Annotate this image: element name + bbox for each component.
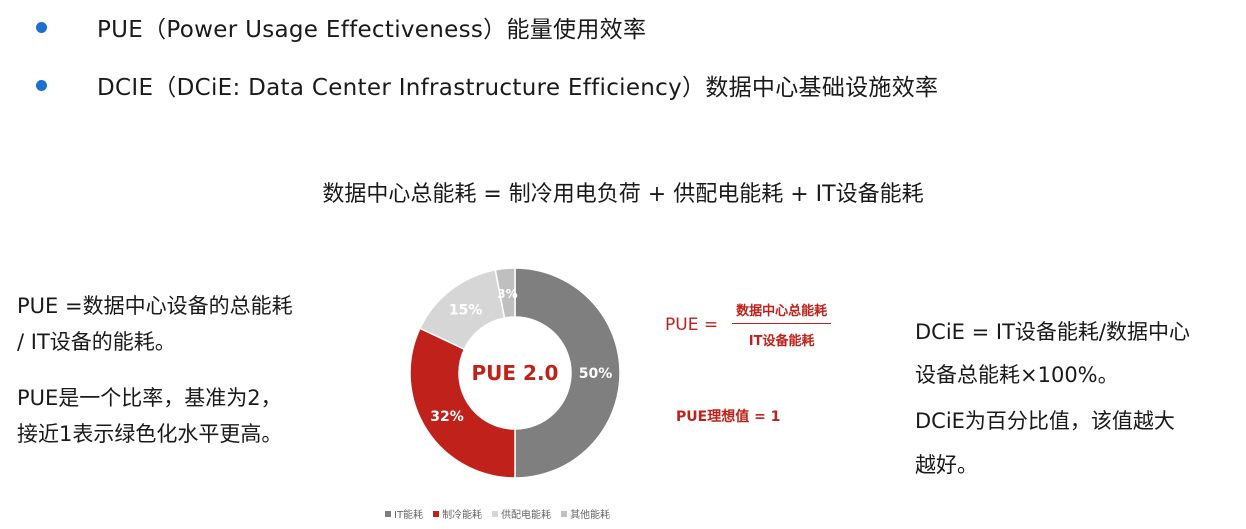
legend-label: 供配电能耗 bbox=[501, 510, 552, 521]
donut-data-label-0: 50% bbox=[579, 366, 613, 382]
dcie-definition-line-1: DCiE = IT设备能耗/数据中心 bbox=[915, 320, 1190, 344]
donut-svg: 50% 32% 15% 3% PUE 2.0 bbox=[409, 267, 621, 479]
legend-label: IT能耗 bbox=[394, 510, 424, 521]
legend-item: IT能耗 bbox=[385, 506, 423, 521]
pue-definition-line-2: / IT设备的能耗。 bbox=[17, 330, 176, 354]
total-energy-formula: 数据中心总能耗 = 制冷用电负荷 + 供配电能耗 + IT设备能耗 bbox=[0, 176, 1246, 208]
legend-swatch bbox=[433, 510, 440, 517]
legend-item: 供配电能耗 bbox=[492, 506, 551, 521]
pue-denominator: IT设备能耗 bbox=[748, 334, 815, 349]
bullet-pue-text: PUE（Power Usage Effectiveness）能量使用效率 bbox=[97, 17, 647, 43]
pue-numerator: 数据中心总能耗 bbox=[732, 300, 832, 324]
pue-definition-line-4: 接近1表示绿色化水平更高。 bbox=[17, 422, 283, 446]
pue-definition-line-3: PUE是一个比率，基准为2， bbox=[17, 386, 282, 410]
donut-data-label-1: 32% bbox=[430, 409, 464, 425]
donut-center-label: PUE 2.0 bbox=[472, 361, 559, 385]
bullet-dot-icon bbox=[36, 79, 47, 91]
bullet-dot-icon bbox=[36, 21, 47, 33]
donut-slice-3 bbox=[494, 267, 516, 319]
donut-data-label-3: 3% bbox=[497, 287, 517, 301]
bullet-pue: PUE（Power Usage Effectiveness）能量使用效率 bbox=[36, 10, 646, 44]
pue-formula-prefix: PUE = bbox=[665, 314, 719, 335]
legend-label: 其他能耗 bbox=[570, 510, 611, 521]
legend-item: 其他能耗 bbox=[561, 506, 610, 521]
legend-swatch bbox=[385, 510, 391, 517]
legend-label: 制冷能耗 bbox=[442, 510, 483, 521]
legend-item: 制冷能耗 bbox=[433, 506, 482, 521]
pue-fraction-formula: PUE = 数据中心总能耗 IT设备能耗 bbox=[665, 300, 832, 349]
donut-slice-1 bbox=[409, 327, 516, 479]
dcie-definition-line-3: DCiE为百分比值，该值越大 bbox=[915, 409, 1175, 433]
donut-slice-0 bbox=[514, 267, 621, 479]
chart-legend: IT能耗 制冷能耗 供配电能耗 其他能耗 bbox=[385, 506, 610, 521]
pue-ideal-value: PUE理想值 = 1 bbox=[676, 409, 781, 425]
pue-fraction: 数据中心总能耗 IT设备能耗 bbox=[732, 300, 832, 349]
donut-data-label-2: 15% bbox=[449, 302, 483, 318]
legend-swatch bbox=[492, 510, 499, 517]
total-energy-formula-text: 数据中心总能耗 = 制冷用电负荷 + 供配电能耗 + IT设备能耗 bbox=[322, 182, 924, 207]
dcie-definition-line-2: 设备总能耗×100%。 bbox=[915, 363, 1119, 387]
pue-definition-line-1: PUE =数据中心设备的总能耗 bbox=[17, 294, 293, 318]
energy-donut-chart: 50% 32% 15% 3% PUE 2.0 bbox=[400, 258, 630, 488]
bullet-dcie: DCIE（DCiE: Data Center Infrastructure Ef… bbox=[36, 68, 938, 102]
bullet-dcie-text: DCIE（DCiE: Data Center Infrastructure Ef… bbox=[97, 75, 939, 101]
dcie-definition-line-4: 越好。 bbox=[915, 453, 978, 477]
legend-swatch bbox=[561, 510, 568, 517]
